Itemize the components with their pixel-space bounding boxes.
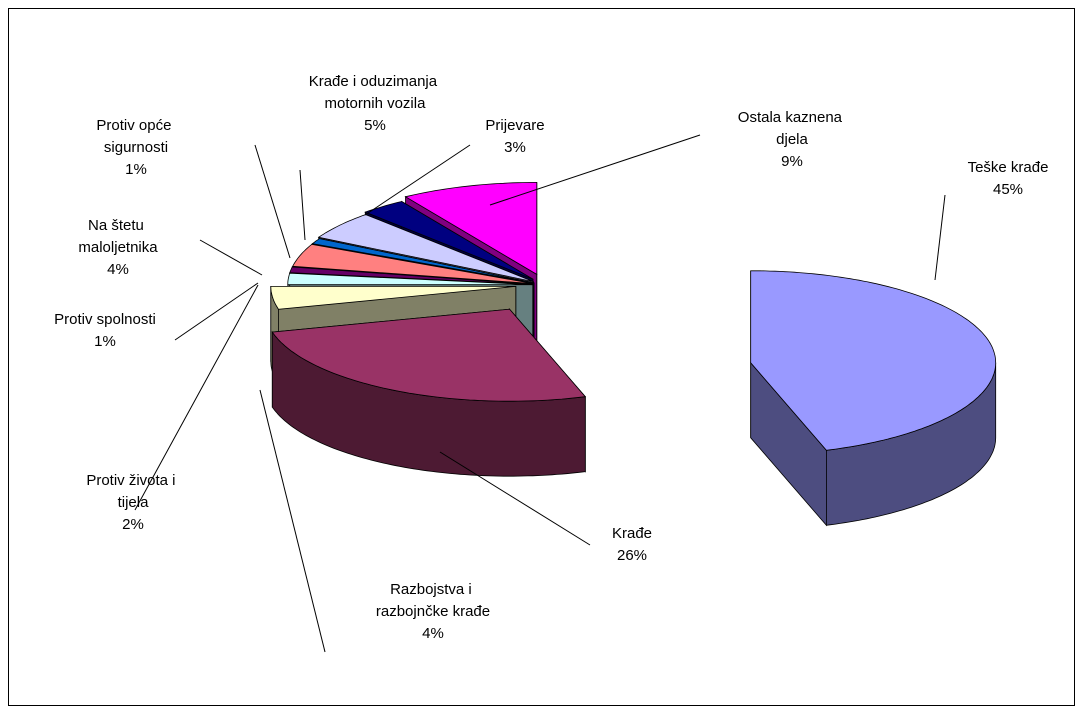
data-label-value: 1%	[125, 161, 147, 178]
slice	[271, 308, 587, 477]
label-line: Protiv opće	[96, 117, 175, 134]
label-line: Razbojstva i	[390, 581, 476, 598]
slice-top	[292, 243, 534, 284]
data-label-value: 5%	[364, 117, 386, 134]
slice-top	[364, 201, 534, 280]
slice-top	[750, 270, 997, 451]
leader-line	[364, 144, 471, 216]
data-label-name: Ostala kaznena djela	[738, 109, 846, 148]
slice	[750, 270, 997, 527]
slice-top	[404, 181, 538, 276]
data-label-value: 4%	[422, 625, 444, 642]
data-label-name: Razbojstva i razbojnčke krađe	[376, 581, 490, 620]
label-line: motornih vozila	[325, 95, 427, 112]
data-label-name: Krađe	[612, 525, 652, 542]
data-label-value: 2%	[122, 516, 144, 533]
leader-line	[199, 239, 263, 276]
label-line: djela	[776, 131, 808, 148]
data-label-name: Na štetu maloljetnika	[78, 217, 158, 256]
label-line: razbojnčke krađe	[376, 603, 490, 620]
data-label-name: Protiv opće sigurnosti	[96, 117, 175, 156]
slice-top	[289, 266, 533, 285]
slice-top	[287, 272, 533, 286]
label-line: Ostala kaznena	[738, 109, 846, 126]
data-label-name: Protiv života i tijela	[86, 472, 179, 511]
label-line: sigurnosti	[104, 139, 168, 156]
slice-top	[271, 308, 587, 402]
data-label-value: 45%	[993, 181, 1023, 198]
slice-top	[317, 214, 534, 282]
leader-line	[174, 282, 259, 341]
leader-line	[439, 451, 591, 546]
label-line: Prijevare	[485, 117, 544, 134]
label-line: Protiv spolnosti	[54, 311, 156, 328]
label-line: maloljetnika	[78, 239, 158, 256]
leader-line	[259, 389, 326, 653]
data-label-value: 1%	[94, 333, 116, 350]
label-line: Krađe	[612, 525, 652, 542]
data-label-value: 4%	[107, 261, 129, 278]
label-line: Na štetu	[88, 217, 148, 234]
data-label-value: 3%	[504, 139, 526, 156]
leader-line	[254, 144, 291, 259]
leader-line	[134, 284, 259, 511]
data-label-name: Teške krađe	[968, 159, 1049, 176]
data-label-name: Prijevare	[485, 117, 544, 134]
label-line: Teške krađe	[968, 159, 1049, 176]
slice-top	[311, 238, 535, 284]
data-label-value: 26%	[617, 547, 647, 564]
slice-top	[270, 285, 516, 310]
label-line: tijela	[118, 494, 150, 511]
data-label-name: Krađe i oduzimanja motornih vozila	[309, 73, 442, 112]
label-line: Protiv života i	[86, 472, 179, 489]
label-line: Krađe i oduzimanja	[309, 73, 442, 90]
leader-line	[299, 169, 306, 241]
leader-line	[934, 194, 946, 281]
leader-line	[489, 134, 701, 206]
data-label-value: 9%	[781, 153, 803, 170]
data-label-name: Protiv spolnosti	[54, 311, 156, 328]
